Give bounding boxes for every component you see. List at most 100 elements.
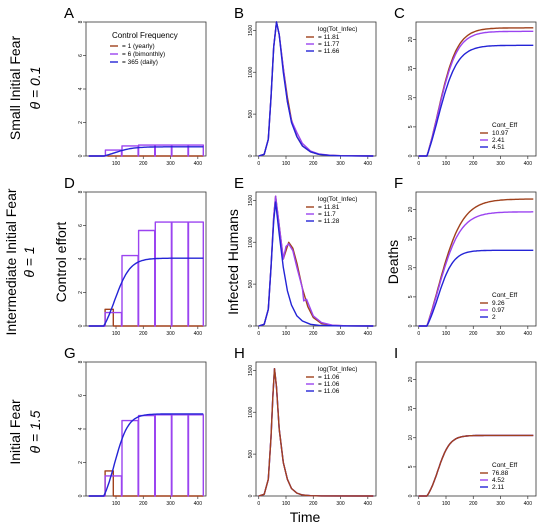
panel-b-xtick-label: 100 — [282, 161, 291, 167]
panel-g-series-3 — [88, 413, 204, 497]
panel-h-legend-entry: = 11.06 — [318, 381, 340, 388]
panel-i-ytick-label: 10 — [408, 435, 414, 441]
panel-c-ytick-label: 5 — [408, 125, 414, 128]
panel-i-legend-entry: 4.52 — [492, 477, 505, 484]
panel-a-xtick-label: 100 — [112, 161, 121, 167]
panel-b-series-2 — [258, 21, 374, 157]
panel-i-ytick-label: 15 — [408, 406, 414, 412]
row-label-3-line2: θ = 1.5 — [27, 410, 43, 453]
panel-h-letter: H — [234, 345, 245, 362]
panel-d-ytick-label: 2 — [78, 291, 84, 294]
row-label-3: Initial Fear θ = 1.5 — [7, 399, 43, 465]
panel-b-series-3 — [258, 21, 374, 157]
panel-f-frame — [415, 191, 537, 327]
panel-b-xtick-label: 200 — [309, 161, 318, 167]
panel-f-ytick-label: 15 — [408, 236, 414, 242]
panel-c-xtick-label: 100 — [442, 161, 451, 167]
panel-h-legend: log(Tot_Infec)= 11.06= 11.06= 11.06 — [306, 366, 357, 395]
panel-e-legend-entry: = 11.7 — [318, 211, 336, 218]
panel-g-ytick-label: 2 — [78, 461, 84, 464]
panel-h-ytick-label: 500 — [248, 450, 254, 459]
panel-d-xtick-label: 200 — [139, 331, 148, 337]
panel-c-legend-entry: 10.97 — [492, 130, 509, 137]
panel-h-xtick-label: 400 — [364, 501, 373, 507]
panel-i-xtick-label: 0 — [417, 501, 420, 507]
panel-a-letter: A — [64, 5, 74, 22]
panel-h-ytick-label: 0 — [248, 494, 254, 497]
panel-d: D 0 2 4 6 8 100 200 300 400 — [64, 175, 207, 337]
panel-f-ytick-label: 10 — [408, 265, 414, 271]
ylabel-deaths: Deaths — [385, 240, 401, 284]
panel-a-legend-entry: = 1 (yearly) — [122, 43, 155, 50]
panel-a-legend: Control Frequency = 1 (yearly)= 6 (bimont… — [110, 31, 178, 66]
panel-b-legend-entry: = 11.77 — [318, 41, 340, 48]
panel-g-ytick-label: 0 — [78, 494, 84, 497]
panel-c-series-2 — [418, 30, 534, 157]
panel-d-xtick-label: 100 — [112, 331, 121, 337]
panel-f-letter: F — [394, 175, 403, 192]
panel-h: H 0 500 1000 1500 0 100 200 300 400 log(Tot_Infec)… — [234, 345, 377, 507]
panel-c-ytick-label: 0 — [408, 154, 414, 157]
panel-f-xtick-label: 300 — [496, 331, 505, 337]
panel-h-ytick-label: 1500 — [248, 365, 254, 376]
panel-i-ytick-label: 20 — [408, 376, 414, 382]
xlabel-time: Time — [290, 509, 321, 525]
panel-f-ytick-label: 0 — [408, 324, 414, 327]
panel-b-frame — [255, 21, 377, 157]
panel-i-ytick-label: 5 — [408, 465, 414, 468]
row-label-2-line2: θ = 1 — [21, 246, 37, 277]
panel-e-series-3 — [258, 201, 374, 327]
row-label-2-line1: Intermediate Initial Fear — [3, 188, 19, 335]
panel-f-legend-entry: 2 — [492, 314, 496, 321]
panel-b-ytick-label: 1000 — [248, 66, 254, 77]
panel-h-legend-entry: = 11.06 — [318, 388, 340, 395]
panel-c-xtick-label: 200 — [469, 161, 478, 167]
panel-g-xtick-label: 200 — [139, 501, 148, 507]
panel-a-legend-entry: = 365 (daily) — [122, 59, 158, 66]
panel-g-xtick-label: 300 — [166, 501, 175, 507]
panel-e-series-2 — [258, 195, 374, 327]
panel-b: B 0 500 1000 1500 0 100 200 300 400 log(Tot_Infec)… — [234, 5, 377, 167]
panel-h-ytick-label: 1000 — [248, 406, 254, 417]
panel-e-series-1 — [258, 195, 374, 327]
panel-e-xtick-label: 100 — [282, 331, 291, 337]
panel-i-frame — [415, 361, 537, 497]
panel-d-letter: D — [64, 175, 75, 192]
panel-a-xtick-label: 400 — [194, 161, 203, 167]
panel-b-legend-entry: = 11.66 — [318, 48, 340, 55]
panel-h-xtick-label: 100 — [282, 501, 291, 507]
panel-f-xtick-label: 100 — [442, 331, 451, 337]
ylabel-control-effort: Control effort — [53, 222, 69, 303]
panel-d-xtick-label: 400 — [194, 331, 203, 337]
panel-e-xtick-label: 200 — [309, 331, 318, 337]
panel-e-xtick-label: 0 — [257, 331, 260, 337]
panel-e-legend-entry: = 11.28 — [318, 218, 340, 225]
panel-f-legend-entry: 0.97 — [492, 307, 505, 314]
panel-h-series-3 — [258, 368, 374, 497]
panel-h-legend-entry: = 11.06 — [318, 374, 340, 381]
panel-b-ytick-label: 500 — [248, 110, 254, 119]
panel-i-legend-entry: 76.88 — [492, 470, 509, 477]
panel-b-ytick-label: 0 — [248, 154, 254, 157]
panel-d-ytick-label: 4 — [78, 257, 84, 260]
panel-a-legend-entry: = 6 (bimonthly) — [122, 51, 165, 58]
panel-c-ytick-label: 10 — [408, 95, 414, 101]
panel-e-ytick-label: 500 — [248, 280, 254, 289]
panel-f-series-1 — [418, 198, 534, 327]
row-label-3-line1: Initial Fear — [7, 399, 23, 465]
panel-e-legend-entry: = 11.81 — [318, 204, 340, 211]
panel-i-xtick-label: 300 — [496, 501, 505, 507]
panel-a-xtick-label: 300 — [166, 161, 175, 167]
panel-c-xtick-label: 400 — [524, 161, 533, 167]
panel-g-letter: G — [64, 345, 76, 362]
panel-f-legend-entry: 9.26 — [492, 300, 505, 307]
panel-h-xtick-label: 0 — [257, 501, 260, 507]
panel-e-ytick-label: 0 — [248, 324, 254, 327]
panel-i-series-3 — [418, 434, 534, 497]
panel-c-legend-entry: 2.41 — [492, 137, 505, 144]
panel-a-ytick-label: 6 — [78, 54, 84, 57]
